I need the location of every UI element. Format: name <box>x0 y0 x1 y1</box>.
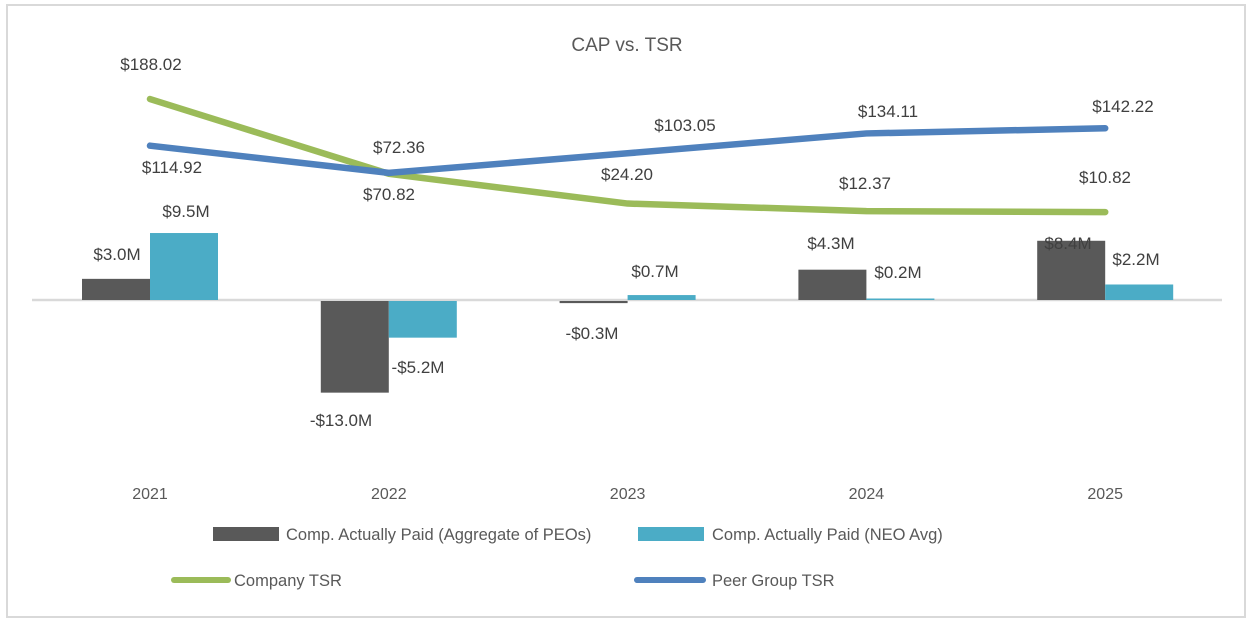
line-label-company-tsr-2021: $188.02 <box>120 55 181 74</box>
line-label-company-tsr-2022: $70.82 <box>363 185 415 204</box>
bar-peo-2023 <box>559 301 628 304</box>
bar-neo-2023 <box>627 295 696 300</box>
line-label-company-tsr-2025: $10.82 <box>1079 168 1131 187</box>
line-label-peer-tsr-2022: $72.36 <box>373 138 425 157</box>
bar-label-peo-2021: $3.0M <box>93 245 140 264</box>
chart-title: CAP vs. TSR <box>571 35 682 56</box>
legend-swatch-peo <box>213 527 279 541</box>
bar-label-peo-2024: $4.3M <box>807 234 854 253</box>
line-label-peer-tsr-2025: $142.22 <box>1092 97 1153 116</box>
x-tick-2023: 2023 <box>610 486 646 503</box>
bar-label-peo-2023: -$0.3M <box>566 324 619 343</box>
bar-neo-2021 <box>150 233 218 300</box>
line-label-peer-tsr-2021: $114.92 <box>142 158 202 177</box>
bar-label-neo-2021: $9.5M <box>162 202 209 221</box>
line-label-peer-tsr-2023: $103.05 <box>654 116 715 135</box>
chart-frame <box>6 4 1246 618</box>
bar-neo-2025 <box>1105 284 1174 300</box>
line-company-tsr <box>146 95 1109 216</box>
line-label-company-tsr-2023: $24.20 <box>601 165 653 184</box>
legend-label-company-tsr: Company TSR <box>234 572 342 590</box>
bar-label-neo-2025: $2.2M <box>1112 250 1159 269</box>
bar-label-neo-2024: $0.2M <box>874 263 921 282</box>
bar-neo-2024 <box>866 298 935 300</box>
bar-label-neo-2023: $0.7M <box>631 262 678 281</box>
bar-label-peo-2022: -$13.0M <box>310 411 372 430</box>
bar-neo-2022 <box>388 301 457 338</box>
bar-label-peo-2025: $8.4M <box>1044 234 1091 253</box>
legend-label-neo: Comp. Actually Paid (NEO Avg) <box>712 526 943 544</box>
bar-label-neo-2022: -$5.2M <box>392 358 445 377</box>
x-tick-2021: 2021 <box>132 486 168 503</box>
legend-swatch-neo <box>638 527 704 541</box>
x-tick-2024: 2024 <box>849 486 885 503</box>
line-label-company-tsr-2024: $12.37 <box>839 174 891 193</box>
bar-peo-2021 <box>82 278 150 300</box>
legend-label-peer-tsr: Peer Group TSR <box>712 572 835 590</box>
bar-peo-2025 <box>1037 240 1106 300</box>
bar-peo-2024 <box>798 269 867 300</box>
line-peer-tsr <box>146 125 1109 177</box>
x-tick-2025: 2025 <box>1087 486 1123 503</box>
legend-label-peo: Comp. Actually Paid (Aggregate of PEOs) <box>286 526 591 544</box>
line-label-peer-tsr-2024: $134.11 <box>858 102 918 121</box>
bar-peo-2022 <box>320 301 389 393</box>
x-tick-2022: 2022 <box>371 486 407 503</box>
